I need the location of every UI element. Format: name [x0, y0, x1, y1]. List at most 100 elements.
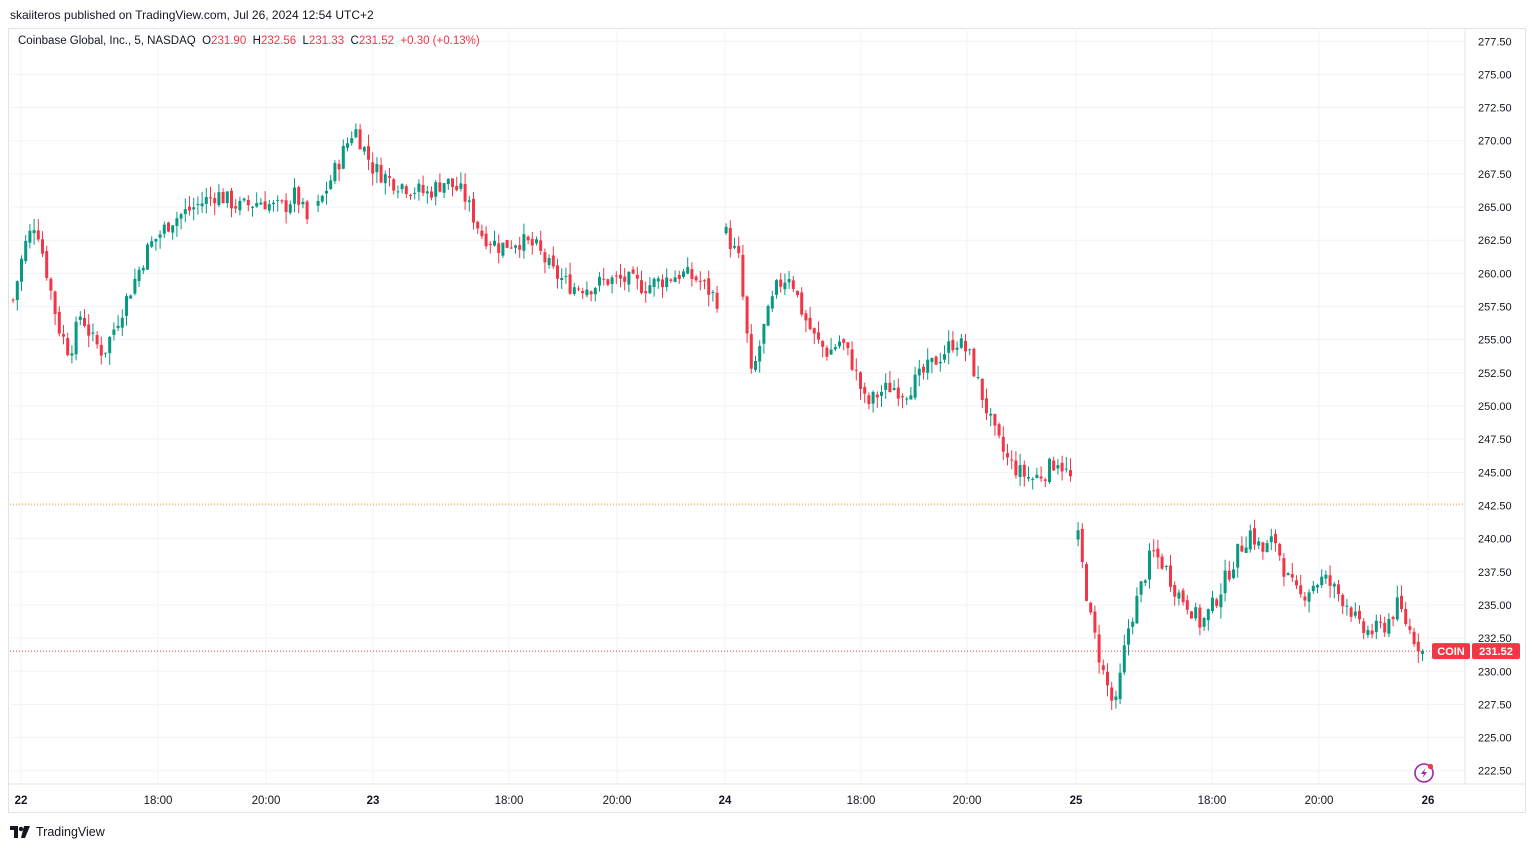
- candle-body: [87, 324, 91, 336]
- close-label: C: [350, 35, 359, 47]
- x-tick-label: 20:00: [953, 795, 982, 807]
- candle-body: [926, 359, 930, 373]
- candle-body: [707, 278, 711, 295]
- candle-body: [850, 349, 854, 370]
- candle-body: [791, 280, 795, 289]
- candle-up: [968, 348, 972, 356]
- candle-body: [635, 274, 639, 279]
- candle-up: [133, 268, 137, 296]
- candle-down: [825, 345, 829, 361]
- candle-body: [922, 366, 925, 373]
- candle-down: [1274, 529, 1277, 552]
- candle-down: [543, 248, 547, 274]
- candle-down: [661, 274, 664, 298]
- candle-down: [263, 191, 267, 210]
- candle-up: [383, 170, 387, 195]
- candle-body: [62, 334, 65, 337]
- candle-body: [955, 347, 959, 350]
- candle-up: [787, 270, 791, 289]
- lightning-icon[interactable]: [1414, 763, 1434, 783]
- y-tick-label: 227.50: [1478, 699, 1512, 711]
- candle-body: [1219, 594, 1223, 608]
- candle-body: [196, 203, 200, 205]
- candle-down: [1379, 614, 1382, 629]
- candle-body: [158, 234, 162, 238]
- candle-body: [972, 348, 976, 377]
- candle-up: [1114, 690, 1118, 709]
- candle-body: [83, 317, 86, 326]
- ticker-tag-text: COIN: [1437, 646, 1465, 658]
- candle-up: [425, 185, 429, 204]
- candle-body: [821, 341, 825, 347]
- close-value: 231.52: [358, 35, 394, 47]
- candle-up: [179, 212, 183, 230]
- candle-body: [556, 265, 559, 279]
- candle-body: [455, 185, 459, 191]
- candle-body: [694, 276, 698, 281]
- chart-pane[interactable]: 277.50 275.00 272.50 270.00 267.50 265.00 262.…: [8, 28, 1526, 813]
- candle-body: [1035, 474, 1039, 478]
- candle-body: [333, 162, 337, 182]
- candle-body: [1211, 597, 1214, 612]
- candle-body: [1031, 479, 1035, 481]
- candle-body: [572, 287, 576, 295]
- high-value: 232.56: [260, 35, 297, 47]
- candle-down: [66, 332, 70, 357]
- candle-up: [1257, 537, 1261, 550]
- candle-down: [972, 347, 976, 378]
- candle-up: [15, 280, 19, 311]
- candle-body: [204, 197, 208, 205]
- candle-body: [1269, 536, 1273, 543]
- candle-body: [871, 391, 875, 404]
- candle-up: [125, 293, 128, 326]
- footer-brand[interactable]: TradingView: [10, 823, 105, 841]
- candle-down: [297, 185, 301, 214]
- candle-body: [1408, 626, 1412, 630]
- candle-down: [509, 240, 513, 250]
- candle-up: [1353, 602, 1357, 619]
- candle-body: [1160, 556, 1164, 569]
- candle-up: [686, 257, 690, 275]
- candle-down: [358, 123, 362, 150]
- candle-body: [842, 339, 846, 343]
- candle-down: [1400, 585, 1403, 613]
- candle-down: [934, 355, 938, 365]
- x-tick-label: 23: [367, 795, 380, 807]
- change-value: +0.30 (+0.13%): [400, 35, 480, 47]
- candle-up: [711, 289, 715, 302]
- candle-down: [246, 195, 250, 212]
- candle-up: [652, 277, 656, 297]
- candle-body: [354, 129, 358, 138]
- candle-body: [1358, 610, 1361, 620]
- candle-down: [41, 231, 44, 257]
- candle-body: [1139, 581, 1143, 595]
- x-tick-label: 20:00: [1305, 795, 1334, 807]
- candle-up: [762, 323, 766, 354]
- candle-down: [1261, 541, 1265, 560]
- candle-down: [1085, 561, 1088, 602]
- candle-up: [1018, 453, 1022, 487]
- candle-down: [606, 278, 610, 287]
- candle-up: [200, 191, 204, 213]
- candle-down: [234, 199, 238, 214]
- candle-body: [350, 138, 354, 144]
- candle-body: [505, 240, 509, 248]
- candle-down: [188, 196, 191, 216]
- candle-body: [1282, 558, 1286, 577]
- candle-body: [703, 280, 706, 282]
- candle-up: [724, 223, 728, 236]
- candle-body: [1328, 575, 1332, 586]
- candle-down: [846, 341, 850, 356]
- candle-body: [1299, 585, 1303, 595]
- candle-up: [78, 311, 82, 326]
- candle-down: [623, 267, 627, 291]
- candlestick-chart[interactable]: 277.50 275.00 272.50 270.00 267.50 265.00 262.…: [8, 28, 1526, 813]
- candle-body: [526, 236, 530, 241]
- candle-body: [1374, 620, 1378, 633]
- candle-up: [28, 224, 32, 249]
- candle-body: [49, 278, 53, 291]
- candle-up: [288, 200, 292, 215]
- candle-up: [162, 221, 166, 239]
- candle-up: [362, 145, 366, 156]
- candle-down: [1169, 555, 1172, 592]
